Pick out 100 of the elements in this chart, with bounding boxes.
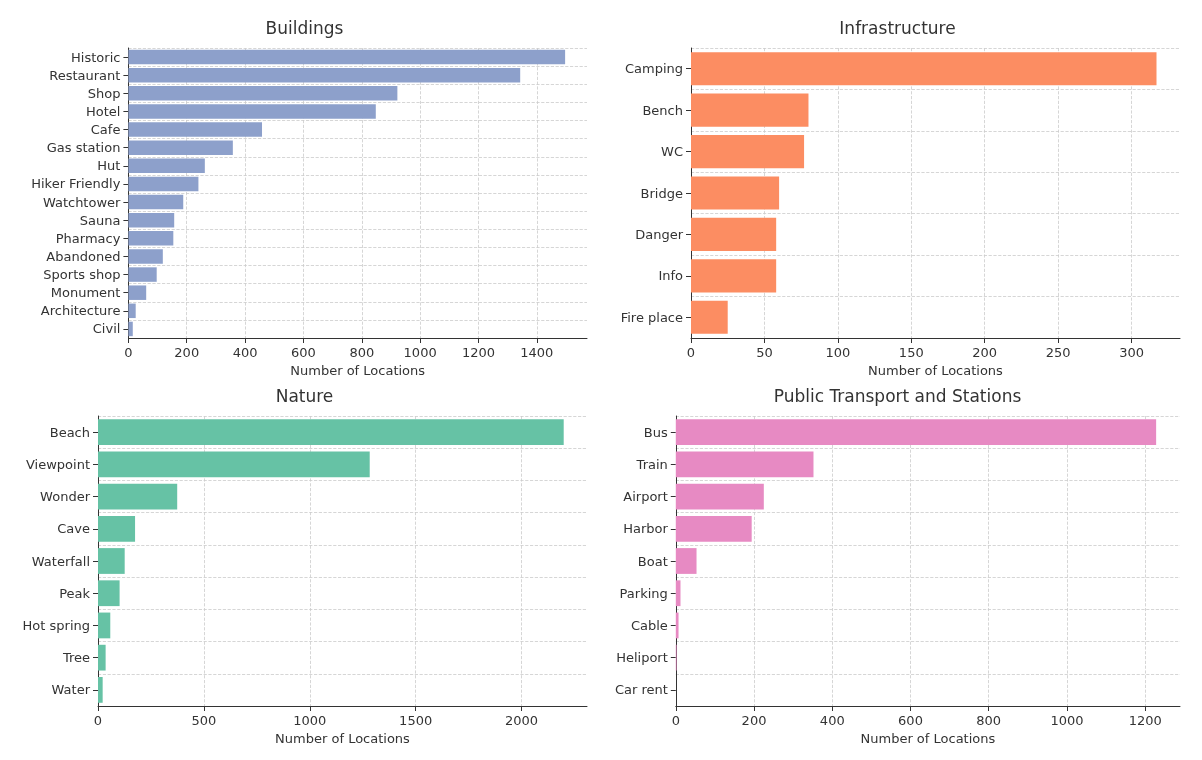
x-tick-label: 1500 xyxy=(399,713,433,728)
y-tick-label: Cave xyxy=(57,521,90,537)
y-tick-label: Info xyxy=(658,268,684,284)
y-tick-label: WC xyxy=(661,144,683,160)
x-tick-label: 800 xyxy=(349,345,375,360)
x-tick-label: 1000 xyxy=(403,345,437,360)
bar xyxy=(98,451,370,478)
y-tick-label: Monument xyxy=(50,285,121,301)
y-tick-label: Tree xyxy=(61,650,90,666)
y-tick-label: Sauna xyxy=(79,212,121,228)
bar xyxy=(128,321,133,337)
x-axis-title: Number of Locations xyxy=(868,363,1004,378)
x-axis-title: Number of Locations xyxy=(290,363,426,378)
bar xyxy=(691,135,805,169)
y-tick-label: Architecture xyxy=(40,303,121,319)
chart-title: Infrastructure xyxy=(839,17,956,38)
x-tick-label: 600 xyxy=(898,713,923,728)
y-tick-label: Danger xyxy=(635,226,684,242)
chart-title: Nature xyxy=(275,385,334,406)
bar xyxy=(675,612,679,639)
bar xyxy=(128,104,376,119)
bar xyxy=(128,176,199,192)
x-tick-label: 800 xyxy=(976,713,1002,728)
x-tick-label: 2000 xyxy=(505,713,539,728)
y-tick-label: Heliport xyxy=(616,650,668,666)
bar xyxy=(128,140,233,155)
y-tick-label: Fire place xyxy=(620,309,683,325)
bar xyxy=(98,612,111,639)
bar xyxy=(691,176,780,210)
y-tick-label: Train xyxy=(635,456,668,472)
bar xyxy=(128,122,263,137)
x-tick-label: 50 xyxy=(756,345,773,360)
bar xyxy=(128,194,184,210)
y-tick-label: Bridge xyxy=(640,185,683,201)
bar xyxy=(691,300,728,334)
y-tick-label: Sports shop xyxy=(43,267,121,283)
bar xyxy=(675,515,752,542)
bar xyxy=(691,259,777,293)
bar xyxy=(128,231,174,246)
x-tick-label: 0 xyxy=(686,345,696,360)
y-tick-label: Civil xyxy=(92,321,121,337)
bar xyxy=(675,548,697,574)
y-tick-label: Abandoned xyxy=(46,248,121,264)
x-tick-label: 1000 xyxy=(293,713,327,728)
x-tick-label: 1200 xyxy=(1128,713,1162,728)
bar xyxy=(98,419,564,445)
x-tick-label: 200 xyxy=(741,713,767,728)
x-tick-label: 250 xyxy=(1045,345,1071,360)
x-tick-label: 0 xyxy=(671,713,680,728)
y-tick-label: Cable xyxy=(630,617,668,633)
y-tick-label: Waterfall xyxy=(31,553,90,569)
y-tick-label: Bus xyxy=(643,424,669,440)
bar xyxy=(98,644,106,671)
x-axis-title: Number of Locations xyxy=(860,731,996,746)
chart-title: Public Transport and Stations xyxy=(773,385,1022,406)
x-tick-label: 200 xyxy=(174,345,200,360)
x-tick-label: 0 xyxy=(124,345,133,360)
x-tick-label: 400 xyxy=(232,345,258,360)
x-axis-title: Number of Locations xyxy=(275,731,411,746)
y-tick-label: Cafe xyxy=(90,122,121,138)
bar xyxy=(128,86,398,101)
y-tick-label: Restaurant xyxy=(49,67,121,83)
x-tick-label: 500 xyxy=(191,713,217,728)
y-tick-label: Hot spring xyxy=(22,617,90,633)
y-tick-label: Historic xyxy=(71,49,121,65)
y-tick-label: Hotel xyxy=(85,103,121,119)
y-tick-label: Gas station xyxy=(46,140,121,156)
x-tick-label: 0 xyxy=(93,713,103,728)
bar xyxy=(675,419,1157,445)
bar xyxy=(691,93,809,127)
x-tick-label: 1000 xyxy=(1050,713,1084,728)
y-tick-label: Water xyxy=(51,682,91,698)
bar xyxy=(128,158,205,174)
bar xyxy=(128,49,566,65)
x-tick-label: 1200 xyxy=(461,345,496,360)
y-tick-label: Boat xyxy=(637,553,668,569)
y-tick-label: Airport xyxy=(623,489,668,505)
x-tick-label: 600 xyxy=(291,345,316,360)
bar xyxy=(98,515,136,542)
y-tick-label: Watchtower xyxy=(42,194,122,210)
bar xyxy=(128,267,157,282)
y-tick-label: Beach xyxy=(49,424,90,440)
bar xyxy=(128,285,147,300)
y-tick-label: Parking xyxy=(619,585,668,601)
bar xyxy=(128,212,175,228)
bar xyxy=(675,451,814,478)
bar xyxy=(128,67,521,83)
bar xyxy=(128,303,136,319)
bar xyxy=(98,483,178,510)
y-tick-label: Hut xyxy=(97,158,121,174)
x-tick-label: 400 xyxy=(819,713,845,728)
y-tick-label: Pharmacy xyxy=(55,230,121,246)
y-tick-label: Bench xyxy=(642,102,683,118)
y-tick-label: Shop xyxy=(87,85,121,101)
x-tick-label: 150 xyxy=(898,345,924,360)
x-tick-label: 100 xyxy=(825,345,851,360)
bar xyxy=(691,217,777,251)
x-tick-label: 200 xyxy=(972,345,998,360)
y-tick-label: Camping xyxy=(624,61,683,77)
x-tick-label: 300 xyxy=(1119,345,1144,360)
